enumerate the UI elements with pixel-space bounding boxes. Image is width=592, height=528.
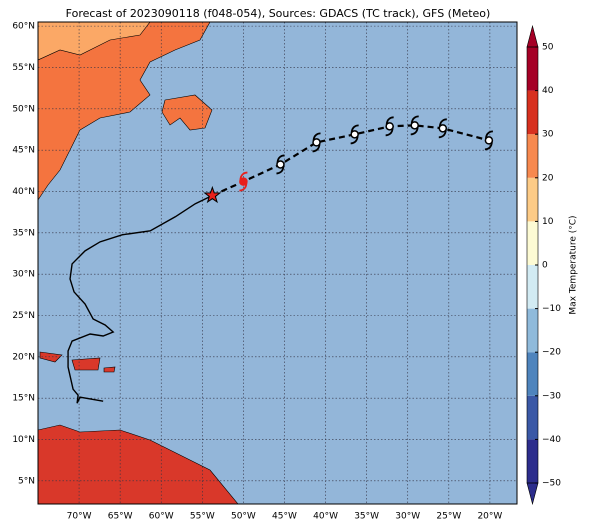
lat-tick-label: 10°N (12, 435, 35, 445)
colorbar-tick-label: −40 (542, 435, 561, 445)
colorbar-tick-label: −10 (542, 304, 561, 314)
colorbar-tick-label: −50 (542, 479, 561, 489)
colorbar-tick-label: 50 (542, 43, 554, 53)
storm-eye (385, 122, 394, 131)
colorbar-bin (527, 439, 538, 483)
lon-tick-label: 50°W (231, 512, 256, 522)
colorbar-tick-label: 20 (542, 173, 554, 183)
forecast-point (410, 115, 419, 136)
map-title: Forecast of 2023090118 (f048-054), Sourc… (66, 7, 491, 20)
current-position (203, 185, 222, 204)
lon-tick-label: 65°W (108, 512, 133, 522)
storm-eye (350, 130, 359, 139)
lat-tick-label: 60°N (12, 22, 35, 32)
lon-tick-label: 30°W (395, 512, 420, 522)
forecast-point (484, 130, 494, 151)
colorbar-extend-top (526, 24, 539, 48)
colorbar-bin (527, 47, 538, 91)
lon-tick-label: 20°W (477, 512, 502, 522)
colorbar-bin (527, 134, 538, 178)
past-track (67, 194, 213, 404)
lat-tick-label: 5°N (18, 476, 35, 486)
lon-tick-label: 40°W (313, 512, 338, 522)
forecast-track (211, 124, 490, 197)
colorbar-bin (527, 352, 538, 396)
lat-tick-label: 25°N (12, 311, 35, 321)
colorbar-tick-label: 40 (542, 86, 554, 96)
map-frame (37, 21, 518, 505)
lat-tick-label: 50°N (12, 104, 35, 114)
lat-tick-label: 40°N (12, 187, 35, 197)
lat-tick-label: 30°N (12, 270, 35, 280)
colorbar-tick-label: −20 (542, 348, 561, 358)
storm-eye (484, 136, 494, 145)
land-labrador (38, 22, 151, 61)
forecast-point (350, 124, 359, 145)
storm-eye (276, 160, 285, 169)
land-newfoundland (161, 94, 213, 131)
lat-tick-label: 15°N (12, 394, 35, 404)
colorbar-bin (527, 308, 538, 353)
storm-eye (410, 121, 419, 130)
lat-tick-label: 45°N (12, 146, 35, 156)
lon-tick-label: 70°W (67, 512, 92, 522)
colorbar-label: Max Temperature (°C) (569, 215, 579, 314)
forecast-point (438, 118, 448, 139)
colorbar-tick-label: 0 (542, 261, 548, 271)
colorbar-tick-label: 30 (542, 130, 554, 140)
forecast-point (385, 116, 394, 137)
land-north-america (38, 22, 211, 201)
lat-tick-label: 55°N (12, 63, 35, 73)
colorbar-bin (527, 221, 538, 265)
colorbar-bin (527, 90, 538, 135)
colorbar-tick-label: 10 (542, 217, 554, 227)
forecast-point (312, 132, 321, 153)
map-area (38, 22, 517, 504)
land-caribbean (39, 351, 116, 373)
storm-eye (438, 124, 448, 133)
analysis-point (239, 171, 248, 192)
colorbar-bin (527, 265, 538, 309)
storm-eye (239, 177, 248, 186)
lon-tick-label: 55°W (190, 512, 215, 522)
storm-eye (312, 138, 321, 147)
lon-tick-label: 60°W (149, 512, 174, 522)
lon-tick-label: 45°W (272, 512, 297, 522)
colorbar-extend-bottom (526, 482, 539, 506)
colorbar-bin (527, 395, 538, 440)
colorbar-tick-label: −30 (542, 391, 561, 401)
lon-tick-label: 35°W (354, 512, 379, 522)
lon-tick-label: 25°W (436, 512, 461, 522)
colorbar-bin (527, 177, 538, 222)
land-south-america (38, 424, 239, 504)
lat-tick-label: 35°N (12, 228, 35, 238)
forecast-point (276, 154, 285, 175)
lat-tick-label: 20°N (12, 352, 35, 362)
